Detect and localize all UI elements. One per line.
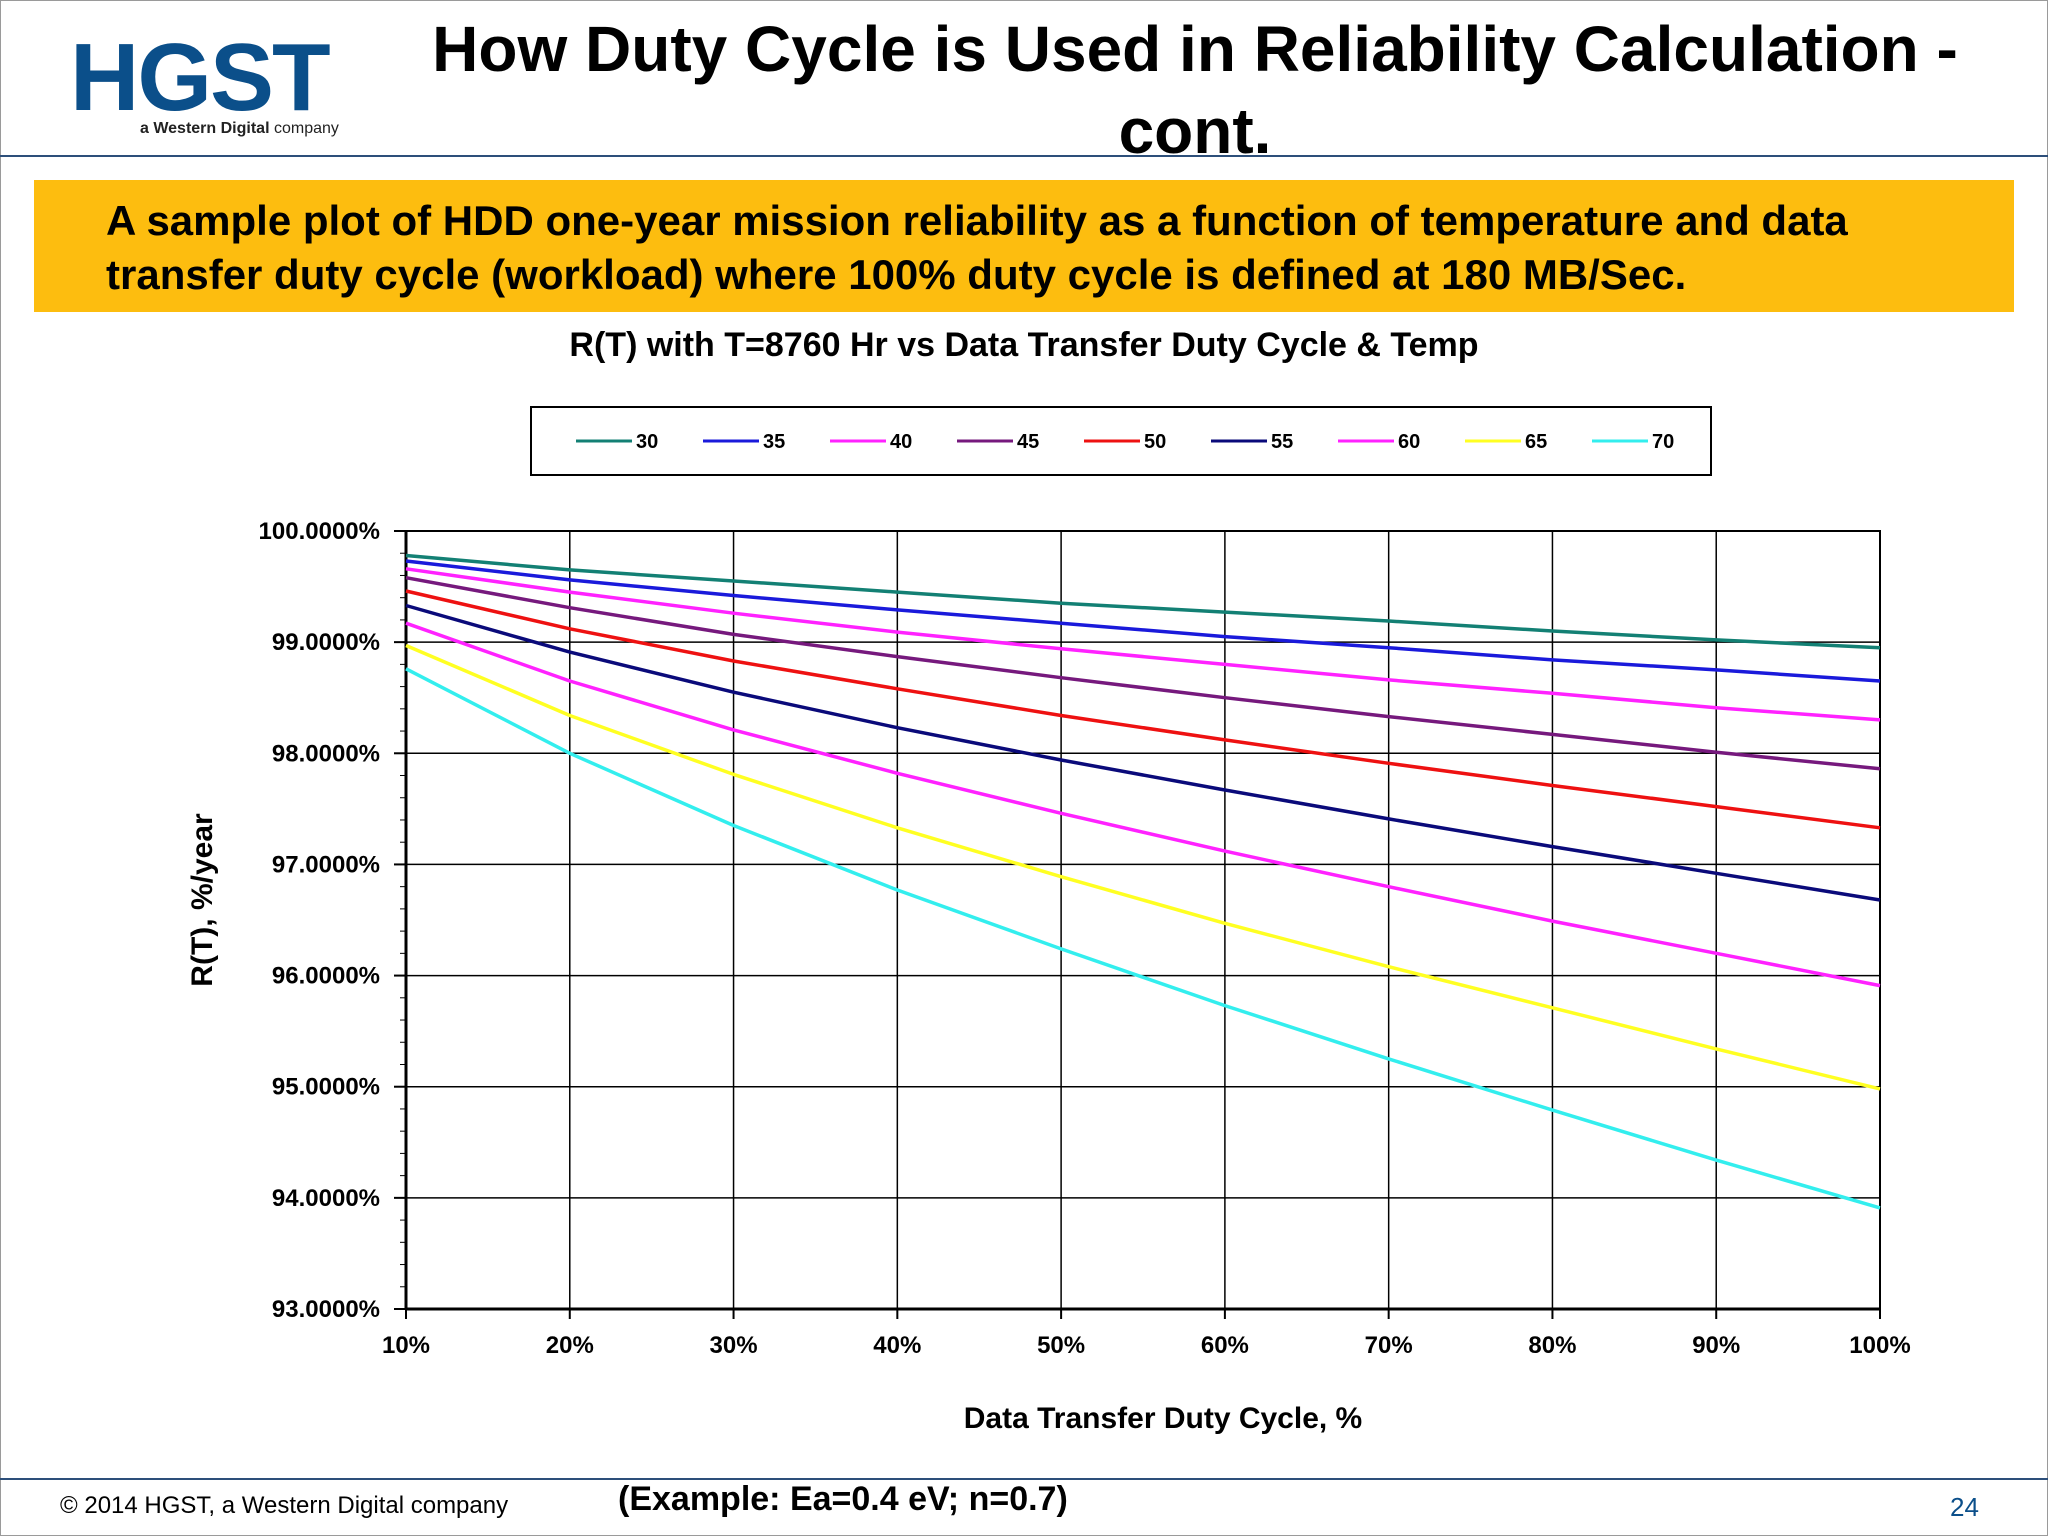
logo-tagline-rest: company	[273, 120, 339, 137]
y-tick-label: 95.0000%	[272, 1074, 380, 1101]
series-line-35	[405, 559, 1881, 683]
y-axis-label: R(T), %/year	[186, 813, 219, 987]
logo-wordmark: HGST	[70, 24, 331, 131]
legend-label-40: 40	[890, 431, 912, 453]
series-line-55	[405, 603, 1881, 902]
series-line-60	[405, 621, 1881, 988]
hgst-logo: HGST a Western Digital company	[70, 28, 360, 148]
reliability-chart: 30 35 40 45 50 55 60 65 70 93.0000% 94.0000% 95.000…	[186, 406, 1911, 1435]
series-line-45	[405, 575, 1881, 771]
y-tick-label: 96.0000%	[272, 963, 380, 990]
legend-label-50: 50	[1144, 431, 1166, 453]
chart-title: R(T) with T=8760 Hr vs Data Transfer Dut…	[569, 326, 1479, 364]
series-line-70	[405, 667, 1881, 1210]
y-tick-label: 97.0000%	[272, 851, 380, 878]
legend-label-45: 45	[1017, 431, 1039, 453]
legend-label-65: 65	[1525, 431, 1547, 453]
y-tick-label: 99.0000%	[272, 629, 380, 656]
y-tick-label: 100.0000%	[259, 518, 380, 545]
slide-title: How Duty Cycle is Used in Reliability Ca…	[432, 13, 1958, 167]
legend-label-60: 60	[1398, 431, 1420, 453]
x-tick-label: 80%	[1528, 1332, 1576, 1359]
footer-divider	[0, 1478, 2048, 1480]
y-tick-label: 94.0000%	[272, 1185, 380, 1212]
summary-banner: A sample plot of HDD one-year mission re…	[34, 180, 2014, 312]
title-divider	[0, 155, 2048, 157]
x-tick-label: 50%	[1037, 1332, 1085, 1359]
x-tick-label: 10%	[382, 1332, 430, 1359]
x-tick-label: 20%	[546, 1332, 594, 1359]
y-tick-label: 93.0000%	[272, 1296, 380, 1323]
example-parameters: (Example: Ea=0.4 eV; n=0.7)	[618, 1480, 1068, 1518]
x-tick-label: 100%	[1849, 1332, 1910, 1359]
series-line-30	[405, 553, 1881, 650]
x-tick-label: 70%	[1365, 1332, 1413, 1359]
legend-label-35: 35	[763, 431, 785, 453]
copyright-text: © 2014 HGST, a Western Digital company	[60, 1492, 509, 1519]
x-tick-label: 30%	[710, 1332, 758, 1359]
x-tick-label: 60%	[1201, 1332, 1249, 1359]
legend-label-30: 30	[636, 431, 658, 453]
logo-tagline-bold: a Western Digital	[140, 120, 270, 137]
legend-label-70: 70	[1652, 431, 1674, 453]
y-tick-label: 98.0000%	[272, 740, 380, 767]
x-tick-label: 90%	[1692, 1332, 1740, 1359]
series-line-65	[405, 643, 1881, 1091]
legend-label-55: 55	[1271, 431, 1293, 453]
series-line-50	[405, 589, 1881, 830]
logo-tagline: a Western Digital company	[140, 120, 339, 138]
banner-text: A sample plot of HDD one-year mission re…	[106, 197, 1848, 298]
x-axis-label: Data Transfer Duty Cycle, %	[964, 1402, 1362, 1435]
series-line-40	[405, 567, 1881, 722]
x-tick-label: 40%	[873, 1332, 921, 1359]
page-number: 24	[1950, 1492, 1979, 1522]
plot-area	[405, 530, 1881, 1310]
